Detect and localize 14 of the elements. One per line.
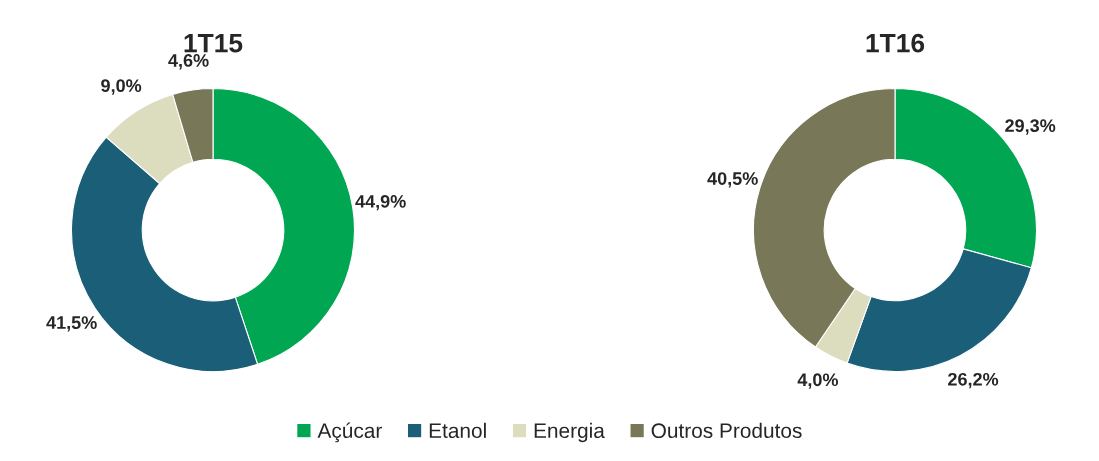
chart-title: 1T16: [866, 33, 925, 53]
chart-title: 1T15: [184, 34, 243, 53]
legend-label: Outros Produtos: [651, 422, 802, 439]
legend-label: Etanol: [429, 422, 486, 439]
data-label: 4,6%: [168, 54, 209, 70]
data-label: 29,3%: [1005, 119, 1056, 135]
data-label: 26,2%: [948, 372, 999, 389]
data-label: 9,0%: [101, 79, 142, 95]
data-label: 41,5%: [46, 316, 97, 332]
legend-label: Açúcar: [317, 422, 382, 443]
legend-label: Energia: [534, 422, 605, 443]
data-label: 40,5%: [707, 172, 758, 188]
data-label: 4,0%: [797, 373, 839, 389]
data-label: 44,9%: [355, 194, 406, 211]
